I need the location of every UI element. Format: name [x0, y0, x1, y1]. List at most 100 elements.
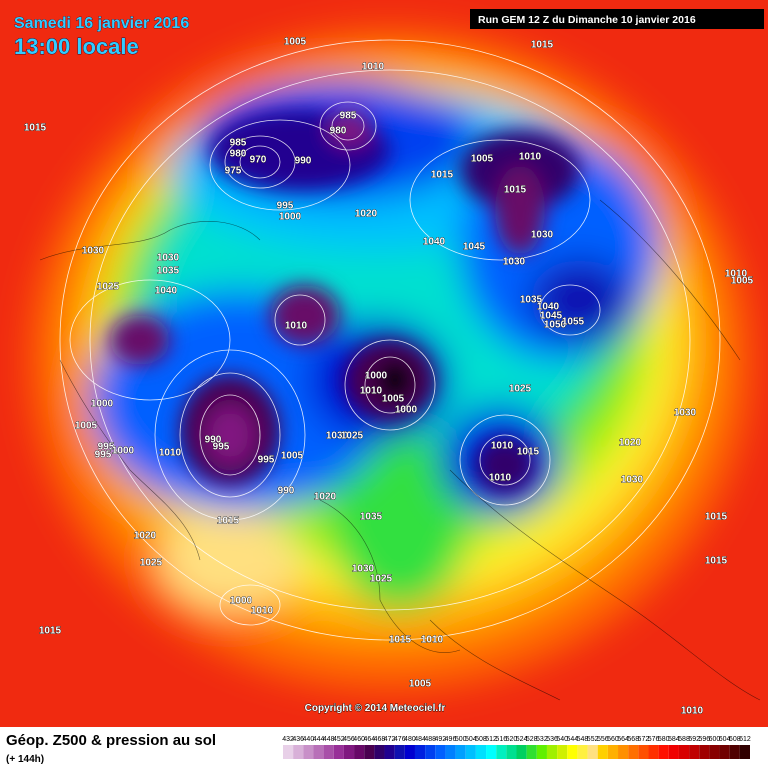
- colorbar-label: 464: [363, 736, 375, 743]
- isobar-label: 1005: [284, 37, 307, 48]
- isobar-label: 995: [277, 201, 294, 212]
- run-box: [470, 9, 764, 29]
- isobar-label: 1010: [491, 441, 514, 452]
- isobars: [59, 39, 721, 641]
- isobar-label: 1010: [251, 606, 274, 617]
- colorbar-label: 584: [668, 736, 680, 743]
- isobar-label: 1025: [140, 558, 163, 569]
- product-title: Géop. Z500 & pression au sol: [6, 732, 216, 749]
- colorbar-cell: [709, 745, 720, 759]
- colorbar-cell: [313, 745, 324, 759]
- isobar-label: 1030: [674, 408, 697, 419]
- colorbar: 4324364404444484524564604644684724764804…: [282, 736, 751, 759]
- isobar-label: 1030: [82, 246, 105, 257]
- colorbar-label: 568: [627, 736, 639, 743]
- colorbar-label: 444: [313, 736, 325, 743]
- colorbar-label: 460: [353, 736, 365, 743]
- isobar-label: 1000: [395, 405, 418, 416]
- isobar-label: 975: [225, 166, 242, 177]
- colorbar-label: 572: [638, 736, 650, 743]
- colorbar-label: 588: [678, 736, 690, 743]
- isobar-label: 1025: [509, 384, 532, 395]
- colorbar-cell: [658, 745, 669, 759]
- forecast-date: Samedi 16 janvier 2016: [14, 15, 189, 32]
- colorbar-cell: [689, 745, 700, 759]
- colorbar-cell: [526, 745, 537, 759]
- colorbar-cell: [587, 745, 598, 759]
- isobar-label: 1030: [326, 431, 349, 442]
- colorbar-label: 436: [292, 736, 304, 743]
- colorbar-label: 608: [729, 736, 741, 743]
- colorbar-cell: [283, 745, 294, 759]
- colorbar-label: 600: [709, 736, 721, 743]
- colorbar-cell: [577, 745, 588, 759]
- colorbar-label: 468: [374, 736, 386, 743]
- colorbar-label: 516: [495, 736, 507, 743]
- colorbar-label: 452: [333, 736, 345, 743]
- colorbar-cell: [729, 745, 740, 759]
- isobar-label: 1025: [370, 574, 393, 585]
- colorbar-cell: [699, 745, 710, 759]
- colorbar-cell: [374, 745, 385, 759]
- isobar-label: 1040: [423, 237, 446, 248]
- colorbar-label: 532: [536, 736, 548, 743]
- isobar-label: 995: [213, 442, 230, 453]
- isobar-label: 1035: [520, 295, 543, 306]
- colorbar-cell: [506, 745, 517, 759]
- colorbar-label: 476: [394, 736, 406, 743]
- colorbar-cell: [628, 745, 639, 759]
- isobar-label: 1015: [431, 170, 454, 181]
- field: [0, 0, 768, 727]
- colorbar-label: 528: [526, 736, 538, 743]
- colorbar-label: 504: [465, 736, 477, 743]
- isobar-label: 1015: [504, 185, 527, 196]
- colorbar-label: 456: [343, 736, 355, 743]
- colorbar-cell: [607, 745, 619, 759]
- isobar-label: 1010: [285, 321, 308, 332]
- isobar-label: 1005: [75, 421, 98, 432]
- isobar-label: 1015: [39, 626, 62, 637]
- isobar-label: 1055: [562, 317, 585, 328]
- isobar-label: 1000: [230, 596, 253, 607]
- isobar-label: 1030: [352, 564, 375, 575]
- isobar-label: 1025: [341, 431, 364, 442]
- lead-time: (+ 144h): [6, 754, 44, 765]
- copyright: Copyright © 2014 Meteociel.fr: [305, 703, 446, 714]
- isobar-label: 990: [205, 435, 222, 446]
- isobar-label: 1020: [134, 531, 157, 542]
- isobar-label: 1015: [24, 123, 47, 134]
- isobar-label: 1010: [360, 386, 383, 397]
- colorbar-label: 440: [303, 736, 315, 743]
- colorbar-label: 580: [658, 736, 670, 743]
- colorbar-cell: [475, 745, 487, 759]
- colorbar-cell: [496, 745, 507, 759]
- colorbar-label: 472: [384, 736, 396, 743]
- colorbar-cell: [445, 745, 456, 759]
- isobar-label: 995: [258, 455, 275, 466]
- coastlines: [39, 199, 761, 701]
- isobar-label: 1000: [279, 212, 302, 223]
- isobar-label: 1015: [705, 512, 728, 523]
- isobar-label: 1040: [155, 286, 178, 297]
- colorbar-label: 548: [577, 736, 589, 743]
- forecast-time: 13:00 locale: [14, 34, 139, 59]
- colorbar-label: 508: [475, 736, 487, 743]
- isobar-label: 1035: [360, 512, 383, 523]
- colorbar-label: 496: [445, 736, 457, 743]
- isobar-label: 1045: [540, 311, 563, 322]
- isobar-label: 1030: [621, 475, 644, 486]
- colorbar-label: 524: [516, 736, 528, 743]
- isobar-label: 1010: [519, 152, 542, 163]
- colorbar-cell: [648, 745, 659, 759]
- colorbar-label: 560: [607, 736, 619, 743]
- isobar-label: 1020: [619, 438, 642, 449]
- colorbar-cell: [293, 745, 304, 759]
- colorbar-label: 564: [617, 736, 629, 743]
- colorbar-cell: [384, 745, 395, 759]
- colorbar-label: 612: [739, 736, 751, 743]
- colorbar-label: 484: [414, 736, 426, 743]
- isobar-label: 985: [230, 138, 247, 149]
